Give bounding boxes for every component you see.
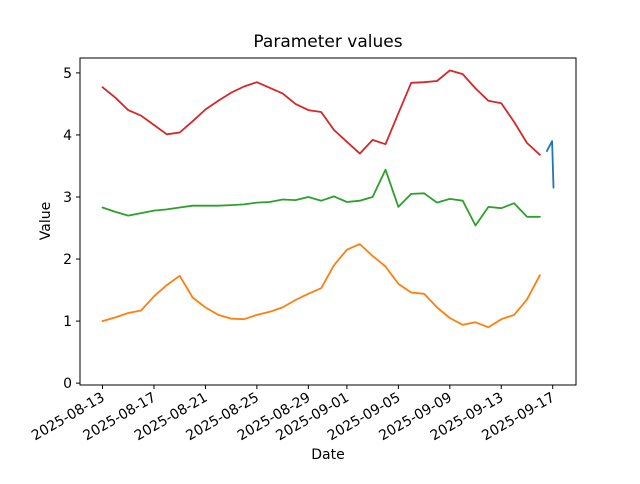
chart-title: Parameter values — [253, 32, 402, 52]
series-line-blue — [546, 140, 555, 189]
y-tick-label: 0 — [63, 376, 72, 392]
y-tick-label: 3 — [63, 190, 72, 206]
y-tick-label: 5 — [63, 66, 72, 82]
series-line-green — [101, 168, 541, 227]
y-tick-label: 4 — [63, 128, 72, 144]
series-line-red — [101, 69, 541, 156]
series-layer — [101, 69, 555, 329]
plot-area — [79, 57, 577, 386]
series-line-orange — [101, 243, 541, 329]
y-tick-label: 1 — [63, 314, 72, 330]
x-axis-label: Date — [311, 447, 344, 463]
y-axis-label: Value — [38, 202, 54, 240]
y-tick-label: 2 — [63, 252, 72, 268]
